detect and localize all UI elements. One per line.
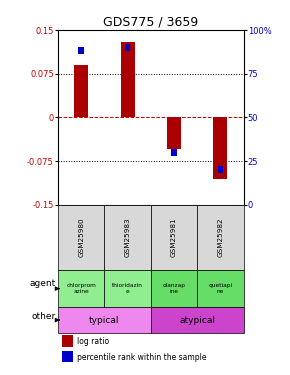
Bar	[58, 307, 151, 333]
Bar	[151, 270, 197, 307]
Bar	[171, 149, 177, 156]
Bar	[58, 270, 104, 307]
Text: GSM25983: GSM25983	[125, 218, 130, 257]
Text: olanzap
ine: olanzap ine	[162, 283, 186, 294]
Text: thioridazin
e: thioridazin e	[112, 283, 143, 294]
Bar	[197, 270, 244, 307]
Bar	[121, 42, 135, 117]
Text: other: other	[32, 312, 56, 321]
Text: chlorprom
azine: chlorprom azine	[66, 283, 96, 294]
Bar	[218, 166, 223, 173]
Text: log ratio: log ratio	[77, 337, 109, 346]
Text: typical: typical	[89, 316, 120, 325]
Bar	[62, 335, 73, 347]
Bar	[125, 44, 130, 51]
Bar	[104, 270, 151, 307]
Bar	[151, 205, 197, 270]
Text: GSM25980: GSM25980	[78, 218, 84, 257]
Text: GSM25981: GSM25981	[171, 218, 177, 257]
Text: percentile rank within the sample: percentile rank within the sample	[77, 352, 206, 362]
Bar	[104, 205, 151, 270]
Bar	[62, 351, 73, 362]
Bar	[78, 48, 84, 54]
Bar	[197, 205, 244, 270]
Bar	[213, 117, 227, 178]
Text: agent: agent	[30, 279, 56, 288]
Bar	[167, 117, 181, 149]
Text: quetiapi
ne: quetiapi ne	[208, 283, 233, 294]
Text: atypical: atypical	[179, 316, 215, 325]
Text: GSM25982: GSM25982	[218, 218, 223, 257]
Title: GDS775 / 3659: GDS775 / 3659	[103, 16, 198, 29]
Bar	[58, 205, 104, 270]
Bar	[74, 65, 88, 117]
Bar	[151, 307, 244, 333]
